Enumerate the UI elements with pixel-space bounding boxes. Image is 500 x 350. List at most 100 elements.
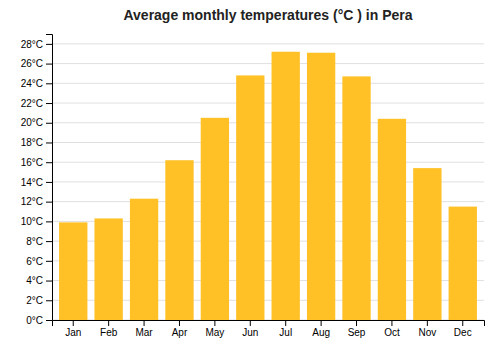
y-tick-label: 28°C	[21, 39, 43, 50]
grid-line	[52, 122, 484, 123]
y-tick: 18°C	[21, 137, 52, 148]
chart-container: 0°C 2°C 4°C 6°C 8°C 10°C 12°C 14°C 16°C 18°C 20°C 2…	[0, 0, 500, 350]
x-tick: May	[205, 320, 224, 338]
x-tick-label: Jan	[65, 327, 81, 338]
y-tick-label: 12°C	[21, 196, 43, 207]
y-tick-label: 22°C	[21, 98, 43, 109]
y-tick: 8°C	[26, 236, 52, 247]
y-tick-label: 4°C	[26, 275, 43, 286]
y-tick-label: 8°C	[26, 236, 43, 247]
x-tick-mark	[356, 320, 357, 326]
x-tick-label: Aug	[312, 327, 330, 338]
y-tick-mark	[46, 83, 52, 84]
y-tick-mark	[46, 142, 52, 143]
y-tick-label: 18°C	[21, 137, 43, 148]
x-tick-label: Nov	[418, 327, 436, 338]
y-tick-mark	[46, 162, 52, 163]
y-tick: 4°C	[26, 275, 52, 286]
bar	[59, 222, 87, 320]
x-tick-label: Jul	[279, 327, 292, 338]
y-tick-label: 2°C	[26, 295, 43, 306]
bar	[342, 76, 370, 320]
y-axis: 0°C 2°C 4°C 6°C 8°C 10°C 12°C 14°C 16°C 18°C 20°C 2…	[21, 35, 53, 326]
x-tick: Jun	[242, 320, 258, 338]
x-tick: Dec	[454, 320, 472, 338]
y-tick-label: 6°C	[26, 256, 43, 267]
x-tick-mark	[179, 320, 180, 326]
y-tick: 20°C	[21, 117, 52, 128]
x-tick: Feb	[100, 320, 118, 338]
y-tick-mark	[46, 241, 52, 242]
x-tick: Sep	[348, 320, 366, 338]
x-tick: Oct	[384, 320, 400, 338]
y-tick-mark	[46, 64, 52, 65]
bar	[272, 52, 300, 320]
chart-title: Average monthly temperatures (°C ) in Pe…	[123, 7, 412, 23]
x-tick-label: Jun	[242, 327, 258, 338]
y-tick-mark	[46, 123, 52, 124]
bar	[449, 207, 477, 320]
bars	[59, 52, 477, 320]
y-tick-label: 0°C	[26, 315, 43, 326]
x-tick-mark	[108, 320, 109, 326]
x-tick-mark	[73, 320, 74, 326]
grid-line	[52, 43, 484, 44]
x-tick-label: Apr	[172, 327, 188, 338]
y-tick: 2°C	[26, 295, 52, 306]
x-tick-label: Dec	[454, 327, 472, 338]
y-tick-label: 10°C	[21, 216, 43, 227]
grid-line	[52, 162, 484, 163]
bar	[307, 53, 335, 320]
grid-line	[52, 142, 484, 143]
y-tick: 28°C	[21, 39, 52, 50]
y-tick-mark	[46, 281, 52, 282]
y-tick: 26°C	[21, 58, 52, 69]
bar	[94, 218, 122, 320]
bar	[378, 119, 406, 320]
y-tick-mark	[46, 44, 52, 45]
y-tick: 16°C	[21, 157, 52, 168]
y-tick: 14°C	[21, 177, 52, 188]
bar	[201, 118, 229, 320]
y-tick-label: 24°C	[21, 78, 43, 89]
grid-line	[52, 63, 484, 64]
y-tick: 22°C	[21, 98, 52, 109]
y-tick: 10°C	[21, 216, 52, 227]
x-axis: Jan Feb Mar Apr May Jun Jul Aug Sep Oct Nov Dec	[53, 320, 485, 338]
bar	[130, 199, 158, 320]
bar	[236, 75, 264, 320]
y-tick-mark	[46, 103, 52, 104]
chart-svg: 0°C 2°C 4°C 6°C 8°C 10°C 12°C 14°C 16°C 18°C 20°C 2…	[0, 0, 500, 350]
x-tick-mark	[427, 320, 428, 326]
x-tick-mark	[250, 320, 251, 326]
y-tick-mark	[46, 300, 52, 301]
y-tick: 24°C	[21, 78, 52, 89]
grid	[52, 44, 484, 320]
y-tick-label: 16°C	[21, 157, 43, 168]
x-tick: Jul	[279, 320, 292, 338]
bar	[413, 168, 441, 320]
x-tick-label: Feb	[100, 327, 118, 338]
x-tick: Jan	[65, 320, 81, 338]
x-tick-label: May	[205, 327, 224, 338]
x-tick-label: Mar	[135, 327, 153, 338]
plot-area: 0°C 2°C 4°C 6°C 8°C 10°C 12°C 14°C 16°C 18°C 20°C 2…	[21, 35, 485, 339]
x-axis-line	[53, 321, 485, 327]
x-tick-mark	[144, 320, 145, 326]
y-tick-label: 20°C	[21, 117, 43, 128]
y-axis-line	[46, 35, 53, 321]
x-tick-mark	[285, 320, 286, 326]
y-tick-mark	[46, 261, 52, 262]
bar	[165, 160, 193, 320]
x-tick-label: Sep	[348, 327, 366, 338]
grid-line	[52, 103, 484, 104]
x-tick-mark	[321, 320, 322, 326]
x-tick: Aug	[312, 320, 330, 338]
y-tick-mark	[46, 320, 52, 321]
y-tick: 6°C	[26, 256, 52, 267]
y-tick-mark	[46, 182, 52, 183]
grid-line	[52, 83, 484, 84]
y-tick-mark	[46, 202, 52, 203]
y-tick-mark	[46, 221, 52, 222]
x-tick-mark	[214, 320, 215, 326]
